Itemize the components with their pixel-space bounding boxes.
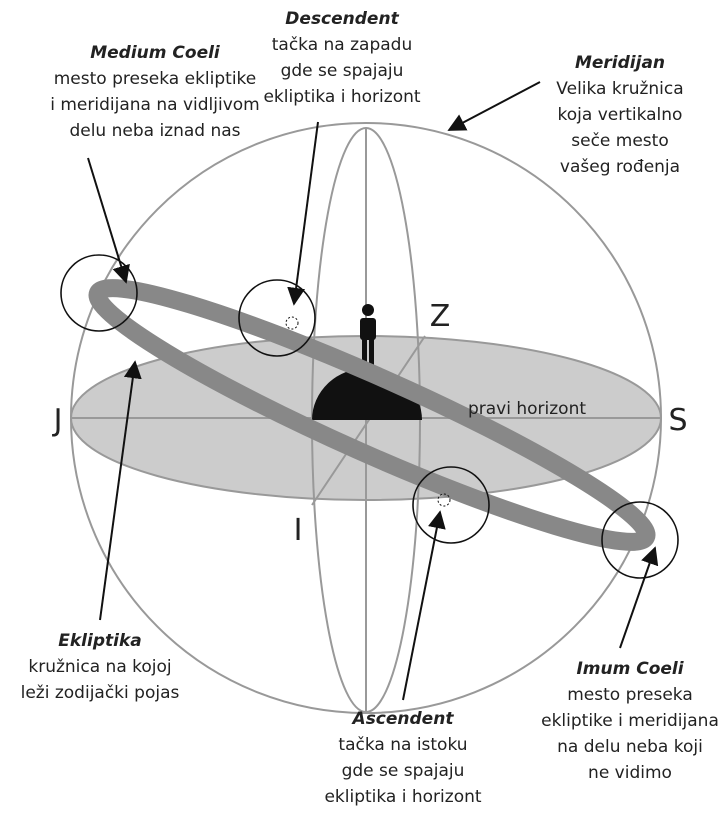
label-title: Ascendent [351, 709, 455, 729]
label-line: koja vertikalno [558, 105, 683, 125]
label-line: ekliptika i horizont [263, 87, 420, 107]
label-line: Velika kružnica [556, 79, 683, 99]
horizon-label: pravi horizont [468, 399, 586, 419]
label-line: vašeg rođenja [560, 157, 680, 177]
label-line: i meridijana na vidljivom [50, 95, 259, 115]
diagram: pravi horizont J S Z I Medium Coeli mesto… [0, 0, 719, 838]
label-line: mesto preseka [567, 685, 693, 705]
direction: J [52, 403, 63, 438]
label-line: ekliptika i horizont [324, 787, 481, 807]
label-line: ne vidimo [588, 763, 672, 783]
label-line: seče mesto [571, 131, 668, 151]
label-line: tačka na istoku [338, 735, 467, 755]
direction: Z [430, 299, 451, 334]
label-line: gde se spajaju [342, 761, 465, 781]
label-line: mesto preseka ekliptike [54, 69, 257, 89]
label-line: gde se spajaju [281, 61, 404, 81]
label-line: leži zodijački pojas [21, 683, 180, 703]
direction: S [668, 403, 687, 438]
label-title: Medium Coeli [90, 43, 221, 63]
label-title: Ekliptika [58, 631, 141, 651]
label-line: na delu neba koji [557, 737, 703, 757]
label-line: tačka na zapadu [272, 35, 413, 55]
label-title: Imum Coeli [576, 659, 684, 679]
label-title: Descendent [285, 9, 399, 29]
label-line: ekliptike i meridijana [541, 711, 719, 731]
label-line: kružnica na kojoj [28, 657, 171, 677]
direction: I [294, 513, 303, 548]
label-title: Meridijan [575, 53, 665, 73]
label-line: delu neba iznad nas [69, 121, 240, 141]
